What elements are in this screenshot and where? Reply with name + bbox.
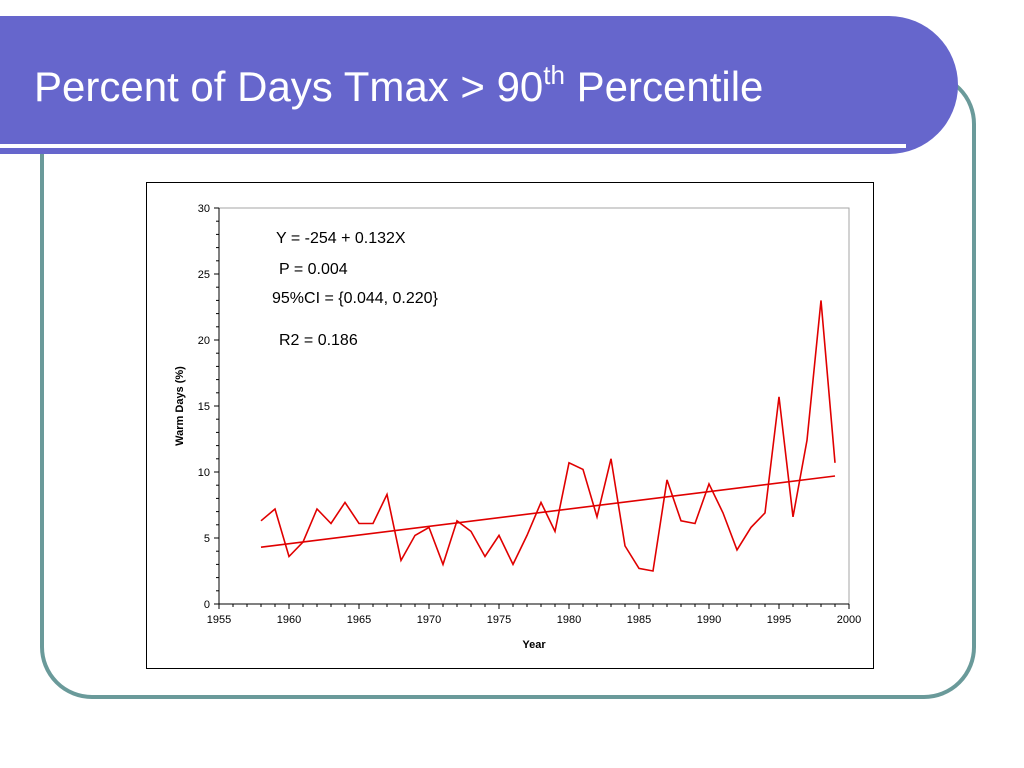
title-superscript: th (543, 60, 565, 90)
series-group (260, 300, 836, 572)
axes: 0 5 10 15 20 25 30 1955 1960 1965 1970 1975 1980 1985… (198, 203, 861, 626)
title-bar: Percent of Days Tmax > 90th Percentile (0, 16, 958, 154)
y-tick-label: 15 (198, 401, 210, 413)
x-tick-label: 1965 (347, 614, 371, 626)
y-tick-label: 5 (204, 533, 210, 545)
x-tick-label: 1960 (277, 614, 301, 626)
annotation-r2: R2 = 0.186 (279, 332, 358, 349)
annotation-p-value: P = 0.004 (279, 261, 348, 278)
chart-box: 0 5 10 15 20 25 30 1955 1960 1965 1970 1975 1980 1985… (146, 182, 874, 669)
x-tick-label: 1990 (697, 614, 721, 626)
x-tick-label: 1975 (487, 614, 511, 626)
series-line-warm-days (260, 300, 836, 572)
x-tick-label: 1955 (207, 614, 231, 626)
line-chart: 0 5 10 15 20 25 30 1955 1960 1965 1970 1975 1980 1985… (174, 203, 861, 651)
y-axis-label: Warm Days (%) (174, 366, 186, 446)
x-tick-label: 2000 (837, 614, 861, 626)
y-tick-label: 30 (198, 203, 210, 215)
x-tick-label: 1980 (557, 614, 581, 626)
x-tick-label: 1985 (627, 614, 651, 626)
series-line-trend (260, 475, 836, 548)
annotation-equation: Y = -254 + 0.132X (276, 230, 406, 247)
y-tick-label: 0 (204, 599, 210, 611)
x-tick-label: 1995 (767, 614, 791, 626)
x-axis-label: Year (522, 639, 546, 651)
slide-title: Percent of Days Tmax > 90th Percentile (34, 60, 764, 110)
y-tick-label: 25 (198, 269, 210, 281)
y-tick-label: 20 (198, 335, 210, 347)
title-underline (0, 144, 906, 148)
x-tick-label: 1970 (417, 614, 441, 626)
y-tick-label: 10 (198, 467, 210, 479)
annotation-ci: 95%CI = {0.044, 0.220} (272, 290, 439, 307)
